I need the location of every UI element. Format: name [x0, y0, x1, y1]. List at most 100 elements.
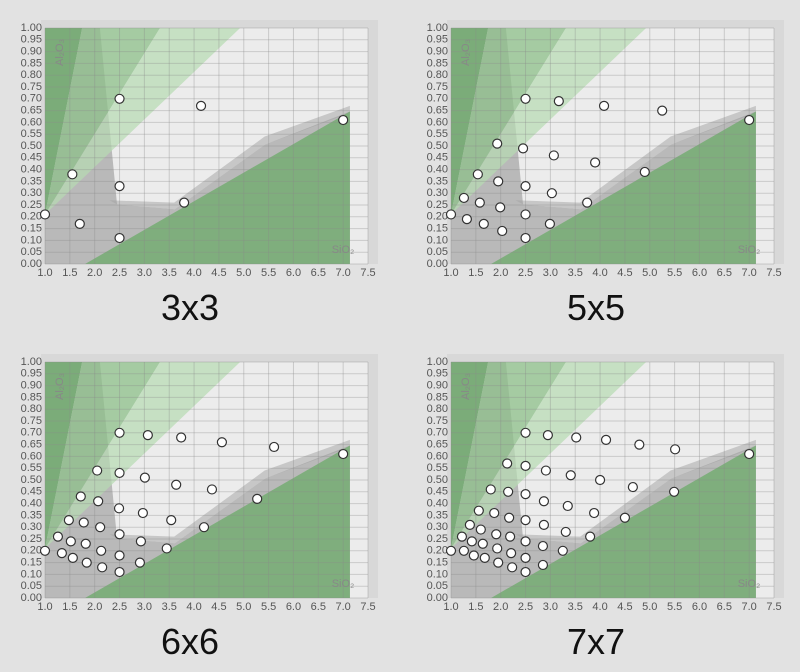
y-tick-label: 0.90: [427, 46, 448, 58]
y-axis-label: Al₂O₃: [54, 39, 66, 66]
point: [619, 512, 631, 523]
point: [268, 441, 280, 453]
point: [520, 566, 531, 578]
point: [571, 432, 582, 443]
y-tick-label: 0.80: [427, 69, 448, 81]
point: [114, 232, 125, 244]
y-tick-label: 0.85: [427, 391, 448, 403]
point: [97, 562, 108, 573]
point: [477, 538, 488, 549]
point: [493, 176, 504, 187]
y-tick-label: 0.05: [427, 580, 448, 592]
point: [670, 444, 681, 455]
point: [669, 486, 680, 497]
y-tick-label: 0.65: [427, 105, 448, 117]
point: [92, 465, 103, 476]
point: [114, 529, 125, 540]
point: [461, 214, 473, 225]
x-tick-label: 6.0: [692, 267, 707, 279]
panel-caption: 6x6: [161, 621, 219, 662]
point: [505, 531, 516, 542]
y-tick-label: 0.90: [427, 380, 448, 392]
point: [540, 465, 552, 476]
point: [468, 550, 479, 561]
y-tick-label: 0.65: [21, 105, 42, 117]
x-tick-label: 7.0: [742, 601, 757, 613]
x-tick-label: 1.0: [443, 601, 458, 613]
x-tick-label: 3.0: [543, 601, 558, 613]
point: [179, 197, 190, 208]
x-tick-label: 5.5: [667, 601, 682, 613]
region: [109, 439, 350, 544]
point: [585, 531, 596, 542]
point: [489, 507, 500, 519]
y-tick-label: 0.50: [427, 140, 448, 152]
x-tick-label: 7.5: [360, 601, 375, 613]
y-tick-label: 0.40: [427, 164, 448, 176]
x-tick-label: 1.0: [37, 601, 52, 613]
point: [479, 552, 490, 563]
point: [65, 536, 76, 547]
y-tick-label: 0.75: [427, 81, 448, 93]
y-tick-label: 0.30: [427, 187, 448, 199]
point: [137, 507, 148, 519]
y-tick-label: 0.20: [21, 545, 42, 557]
point: [485, 484, 496, 495]
point: [506, 548, 517, 559]
point: [176, 432, 187, 443]
point: [582, 197, 593, 208]
y-tick-label: 0.00: [21, 592, 42, 604]
point: [744, 114, 755, 126]
x-tick-label: 6.5: [311, 267, 326, 279]
point: [594, 474, 606, 486]
region: [491, 111, 756, 264]
y-tick-label: 0.55: [21, 128, 42, 140]
chart-panel: 0.000.050.100.150.200.250.300.350.400.45…: [427, 354, 784, 662]
region: [451, 28, 647, 215]
y-tick-label: 0.50: [21, 474, 42, 486]
point: [472, 169, 483, 180]
chart-panel: 0.000.050.100.150.200.250.300.350.400.45…: [21, 354, 378, 662]
y-tick-label: 0.00: [427, 258, 448, 270]
point: [74, 218, 85, 229]
point: [114, 467, 125, 479]
y-tick-label: 0.45: [427, 486, 448, 498]
point: [502, 458, 513, 469]
point: [63, 515, 74, 526]
point: [520, 552, 531, 563]
y-tick-label: 0.80: [21, 403, 42, 415]
x-tick-label: 4.5: [617, 267, 632, 279]
point: [81, 557, 92, 568]
region: [45, 28, 241, 215]
x-tick-label: 1.5: [468, 267, 483, 279]
point: [495, 202, 506, 213]
x-tick-label: 3.0: [137, 267, 152, 279]
y-tick-label: 0.10: [21, 568, 42, 580]
y-tick-label: 0.25: [427, 199, 448, 211]
point: [464, 519, 475, 530]
y-tick-label: 0.00: [427, 592, 448, 604]
y-tick-label: 0.30: [21, 187, 42, 199]
point: [503, 486, 514, 497]
point: [598, 100, 610, 111]
point: [542, 430, 554, 441]
y-tick-label: 0.20: [427, 545, 448, 557]
point: [161, 543, 172, 554]
point: [52, 531, 64, 542]
y-tick-label: 0.15: [427, 223, 448, 235]
y-tick-label: 0.75: [21, 415, 42, 427]
point: [491, 529, 502, 540]
region: [85, 111, 350, 264]
point: [520, 93, 531, 104]
y-tick-label: 0.15: [427, 557, 448, 569]
point: [195, 100, 207, 111]
x-tick-label: 7.0: [336, 267, 351, 279]
point: [537, 559, 549, 571]
point: [114, 181, 125, 192]
x-tick-label: 5.0: [642, 601, 657, 613]
y-tick-label: 0.80: [427, 403, 448, 415]
y-tick-label: 0.75: [427, 415, 448, 427]
point: [114, 427, 125, 438]
point: [114, 550, 125, 561]
